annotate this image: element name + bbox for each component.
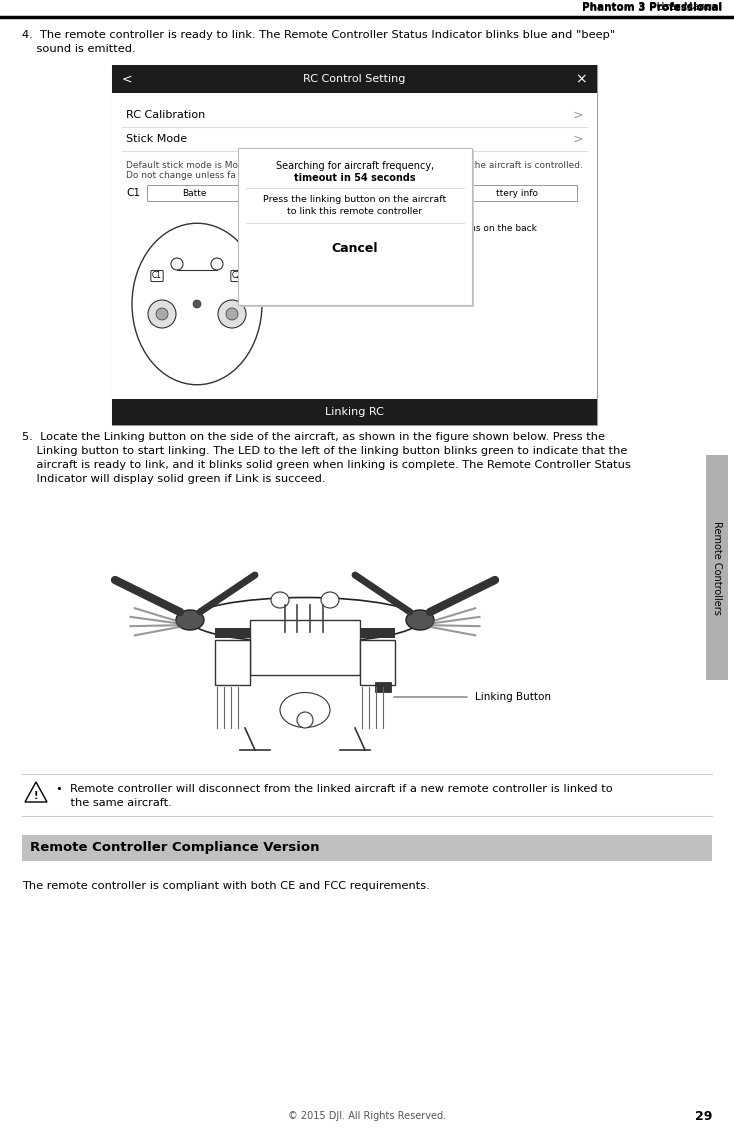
Text: Phantom 3 Professional User Manual: Phantom 3 Professional User Manual [531, 3, 722, 14]
Bar [360, 640, 395, 685]
Bar [112, 92, 597, 399]
Text: >: > [573, 108, 583, 122]
Text: timeout in 54 seconds: timeout in 54 seconds [294, 173, 416, 183]
Text: !: ! [34, 791, 38, 801]
Text: sound is emitted.: sound is emitted. [22, 44, 136, 54]
Circle shape [156, 308, 168, 320]
Ellipse shape [176, 610, 204, 631]
Text: Default stick mode is Mo: Default stick mode is Mo [126, 161, 238, 170]
Text: 5.  Locate the Linking button on the side of the aircraft, as shown in the figur: 5. Locate the Linking button on the side… [22, 432, 605, 442]
Circle shape [171, 258, 183, 270]
Bar [706, 455, 728, 680]
Text: Remote Controller Compliance Version: Remote Controller Compliance Version [30, 841, 319, 855]
Text: Linking RC: Linking RC [325, 407, 384, 417]
Text: RC Control Setting: RC Control Setting [303, 74, 406, 83]
Bar [238, 148, 472, 305]
Circle shape [211, 258, 223, 270]
Text: User Manual: User Manual [531, 2, 722, 12]
Bar [112, 399, 597, 425]
Bar [112, 65, 597, 92]
Text: C1: C1 [126, 188, 140, 199]
Bar [22, 835, 712, 861]
Text: RC Calibration: RC Calibration [126, 111, 206, 120]
Text: >: > [573, 132, 583, 146]
Ellipse shape [271, 592, 289, 608]
Bar [240, 150, 474, 307]
Text: •  Remote controller will disconnect from the linked aircraft if a new remote co: • Remote controller will disconnect from… [56, 784, 613, 794]
Ellipse shape [132, 223, 262, 385]
Text: the aircraft is controlled.: the aircraft is controlled. [471, 161, 583, 170]
Ellipse shape [406, 610, 434, 631]
Text: Do not change unless fa: Do not change unless fa [126, 171, 236, 180]
Ellipse shape [190, 598, 420, 643]
Bar [215, 640, 250, 685]
Circle shape [218, 300, 246, 328]
Text: C1: C1 [152, 272, 162, 281]
Text: ttery info: ttery info [496, 188, 538, 197]
Text: ×: × [575, 72, 587, 86]
Text: Phantom 3 Professional: Phantom 3 Professional [582, 3, 722, 14]
Text: Batte: Batte [182, 188, 206, 197]
Circle shape [148, 300, 176, 328]
Text: Linking Button: Linking Button [475, 691, 551, 702]
Bar [457, 185, 577, 201]
Text: 29: 29 [694, 1110, 712, 1122]
Text: The remote controller is compliant with both CE and FCC requirements.: The remote controller is compliant with … [22, 881, 429, 891]
Text: the same aircraft.: the same aircraft. [56, 797, 172, 808]
Text: Phantom 3 Professional: Phantom 3 Professional [582, 2, 722, 12]
Text: You can customize the C1 and C2 buttons on the back
of the RC.: You can customize the C1 and C2 buttons … [292, 224, 537, 244]
Bar [147, 185, 242, 201]
Text: © 2015 DJI. All Rights Reserved.: © 2015 DJI. All Rights Reserved. [288, 1111, 446, 1121]
Ellipse shape [321, 592, 339, 608]
Text: <: < [122, 72, 133, 86]
Polygon shape [25, 782, 47, 802]
Circle shape [297, 712, 313, 728]
Text: to link this remote controller: to link this remote controller [288, 206, 423, 215]
Bar [250, 620, 360, 675]
Circle shape [193, 300, 201, 308]
Text: Cancel: Cancel [332, 241, 378, 255]
Ellipse shape [280, 693, 330, 728]
Text: Stick Mode: Stick Mode [126, 134, 187, 144]
Text: Searching for aircraft frequency,: Searching for aircraft frequency, [276, 161, 434, 171]
Text: C2: C2 [232, 272, 242, 281]
Bar [112, 65, 597, 425]
Text: Phantom 3 Professional: Phantom 3 Professional [582, 3, 722, 14]
Text: aircraft is ready to link, and it blinks solid green when linking is complete. T: aircraft is ready to link, and it blinks… [22, 460, 631, 470]
Bar [375, 682, 391, 691]
Text: 4.  The remote controller is ready to link. The Remote Controller Status Indicat: 4. The remote controller is ready to lin… [22, 30, 615, 39]
Text: Indicator will display solid green if Link is succeed.: Indicator will display solid green if Li… [22, 474, 325, 484]
Bar [215, 628, 395, 638]
Text: Linking button to start linking. The LED to the left of the linking button blink: Linking button to start linking. The LED… [22, 446, 628, 456]
Circle shape [226, 308, 238, 320]
Text: Press the linking button on the aircraft: Press the linking button on the aircraft [264, 195, 446, 204]
Text: Remote Controllers: Remote Controllers [712, 520, 722, 615]
